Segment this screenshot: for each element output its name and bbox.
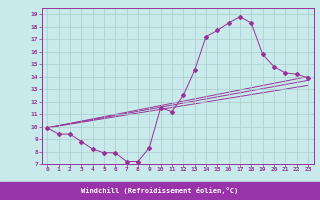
Text: Windchill (Refroidissement éolien,°C): Windchill (Refroidissement éolien,°C) — [81, 188, 239, 194]
